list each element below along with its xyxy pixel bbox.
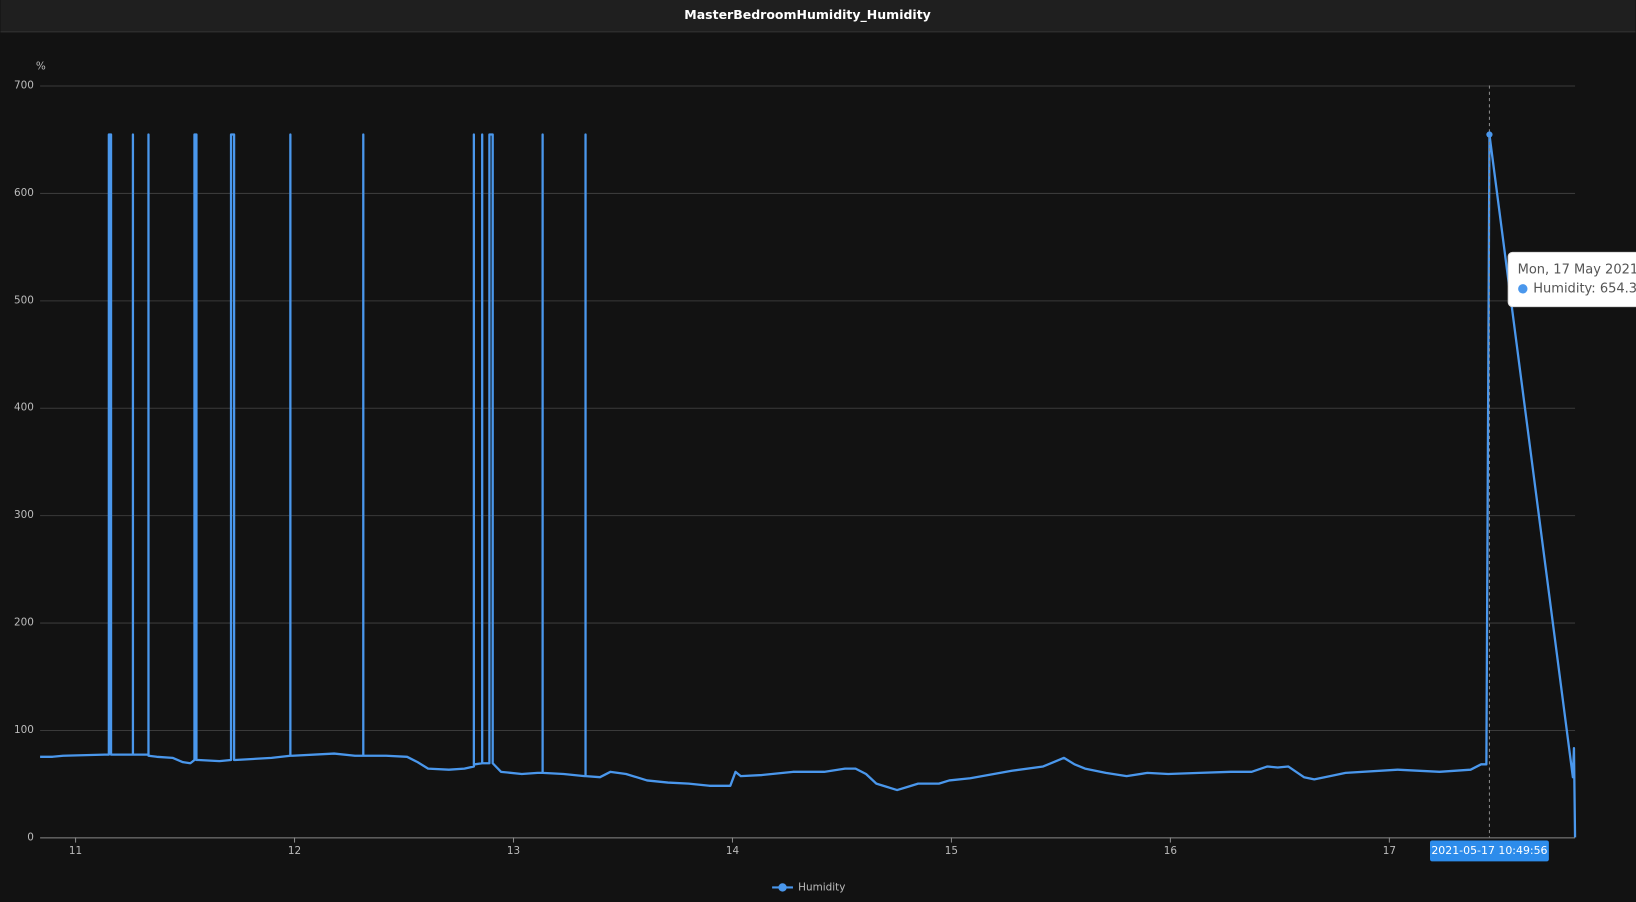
y-tick-label: 500 (14, 294, 34, 306)
overlay: Humidity 2021-05-17 10:49:56 Mon, 17 May 2… (772, 85, 1636, 893)
y-tick-label: 0 (27, 831, 34, 843)
tooltip-box (1507, 251, 1636, 308)
x-tick-label: 16 (1164, 845, 1177, 857)
chart-title: MasterBedroomHumidity_Humidity (684, 7, 931, 23)
cursor-label: 2021-05-17 10:49:56 (1431, 844, 1547, 857)
x-tick-label: 11 (69, 845, 82, 857)
grid: 0 100 200 300 400 500 600 700 11 12 13 14 15 16 17 (14, 80, 1576, 857)
y-tick-label: 700 (14, 80, 34, 92)
x-tick-label: 15 (945, 845, 958, 857)
x-tick-label: 17 (1383, 845, 1396, 857)
hover-point (1486, 131, 1493, 138)
plot (40, 133, 1577, 838)
tooltip-marker (1518, 284, 1528, 294)
data-line (40, 133, 1577, 838)
y-tick-label: 100 (14, 724, 34, 736)
y-unit: % (36, 61, 46, 73)
x-tick-label: 13 (507, 845, 520, 857)
y-tick-label: 400 (14, 402, 34, 414)
legend-label: Humidity (798, 881, 845, 893)
tooltip-date: Mon, 17 May 2021 (1518, 263, 1636, 278)
tooltip-text: Humidity: 654.36 (1533, 281, 1636, 296)
x-tick-label: 12 (288, 845, 301, 857)
cursor-label-box (1429, 840, 1549, 862)
x-tick-label: 14 (726, 845, 740, 857)
title-bar (0, 0, 1636, 32)
y-tick-label: 300 (14, 509, 34, 521)
legend-marker (778, 883, 787, 892)
y-tick-label: 200 (14, 617, 34, 629)
y-tick-label: 600 (14, 187, 34, 199)
